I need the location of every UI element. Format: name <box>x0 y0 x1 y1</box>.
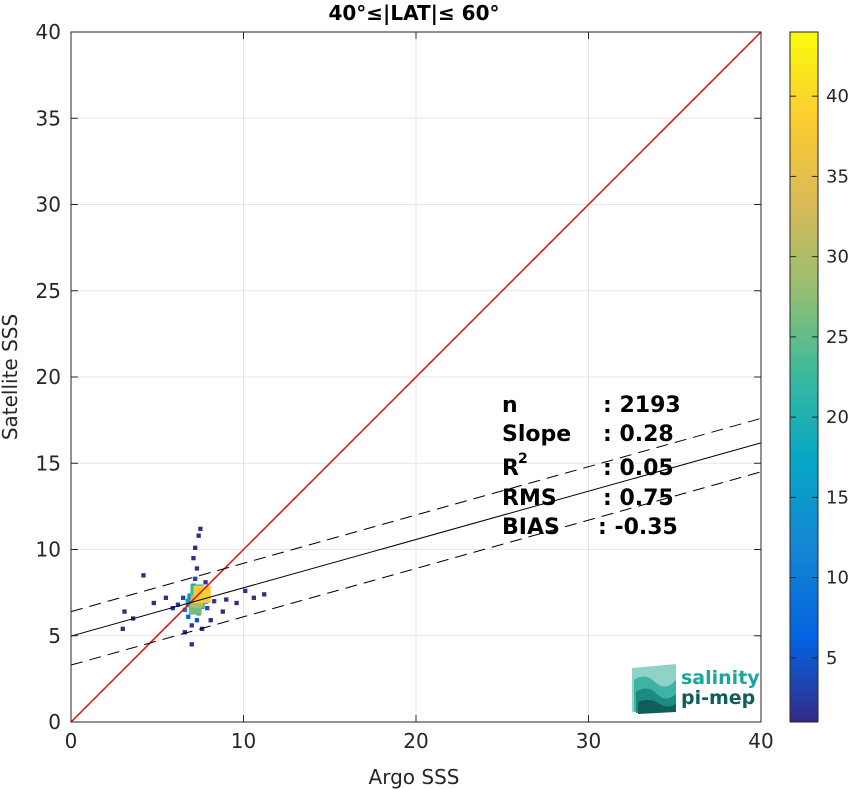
x-tick-label: 10 <box>231 729 256 753</box>
density-cell <box>141 573 146 578</box>
density-cell <box>120 626 125 632</box>
density-cell <box>151 600 156 606</box>
density-cell <box>251 595 257 600</box>
stat-n-value: : 2193 <box>603 393 681 418</box>
x-axis-title: Argo SSS <box>369 765 460 789</box>
density-cell <box>208 618 213 623</box>
x-tick-label: 0 <box>65 729 78 753</box>
stat-r2-label: R <box>502 456 519 481</box>
colorbar-tick-label: 20 <box>826 407 849 428</box>
colorbar-tick-label: 25 <box>826 327 849 348</box>
x-tick-label: 30 <box>576 729 601 753</box>
density-cell <box>198 526 203 531</box>
stat-slope-value: : 0.28 <box>603 422 674 447</box>
colorbar-gradient <box>789 31 819 723</box>
density-cell <box>191 555 196 561</box>
stat-bias-value: : -0.35 <box>598 515 678 540</box>
density-cell <box>243 588 248 594</box>
density-cell <box>182 607 188 613</box>
density-cell <box>193 576 198 581</box>
density-cell <box>175 602 181 607</box>
y-tick-label: 30 <box>36 193 61 217</box>
stat-n-label: n <box>502 393 518 418</box>
colorbar-tick-label: 10 <box>826 568 849 589</box>
stat-rms-label: RMS <box>502 486 557 511</box>
density-cell <box>170 605 175 611</box>
y-tick-label: 35 <box>36 106 61 130</box>
y-tick-label: 40 <box>36 20 61 44</box>
y-tick-label: 10 <box>36 538 61 562</box>
identity-line <box>71 32 761 722</box>
density-cell <box>189 642 194 647</box>
fit-upper-bound <box>71 417 761 613</box>
x-tick-label: 40 <box>748 729 773 753</box>
wave-logo-icon <box>632 664 676 714</box>
axis-ticks: 0 10 20 30 40 0 5 10 15 20 25 30 35 40 <box>36 20 774 753</box>
stat-r2-sup: 2 <box>518 451 528 467</box>
y-tick-label: 15 <box>36 451 61 475</box>
density-cell <box>212 599 217 604</box>
density-cell <box>220 609 225 614</box>
colorbar-tick-label: 40 <box>826 86 849 107</box>
colorbar-ticks: 5 10 15 20 25 30 35 40 <box>790 86 849 669</box>
colorbar-tick-label: 30 <box>826 247 849 268</box>
density-cell <box>234 600 239 606</box>
y-tick-label: 25 <box>36 279 61 303</box>
colorbar-tick-label: 5 <box>826 648 837 669</box>
stats-box: n : 2193 Slope : 0.28 R 2 : 0.05 RMS : 0… <box>502 393 681 540</box>
density-cell <box>193 545 198 550</box>
density-cell <box>203 580 208 585</box>
density-cell <box>194 618 200 623</box>
stat-r2-value: : 0.05 <box>603 456 674 481</box>
chart-title: 40°≤|LAT|≤ 60° <box>328 1 499 25</box>
fit-lines <box>71 32 761 722</box>
colorbar-tick-label: 15 <box>826 487 849 508</box>
colorbar-tick-label: 35 <box>826 166 849 187</box>
density-cell <box>189 623 194 628</box>
x-tick-label: 20 <box>403 729 428 753</box>
stat-bias-label: BIAS <box>502 515 560 540</box>
colorbar: 5 10 15 20 25 30 35 40 <box>789 31 849 723</box>
density-cell <box>163 595 169 600</box>
density-cell <box>180 595 186 600</box>
fit-line <box>71 442 761 637</box>
y-axis-title: Satellite SSS <box>0 314 22 440</box>
y-tick-label: 20 <box>36 365 61 389</box>
density-cell <box>122 609 127 614</box>
stat-slope-label: Slope <box>502 422 571 447</box>
density-cells <box>120 526 267 647</box>
density-cell <box>262 592 267 597</box>
y-tick-label: 0 <box>48 710 61 734</box>
fit-lower-bound <box>71 471 761 666</box>
salinity-pi-mep-logo: salinity pi-mep <box>632 664 760 714</box>
logo-line1: salinity <box>681 667 760 689</box>
y-tick-label: 5 <box>48 624 61 648</box>
density-cell <box>224 597 229 602</box>
density-cell <box>194 566 200 571</box>
density-cell <box>205 605 210 611</box>
density-cell <box>186 614 191 619</box>
density-cell <box>182 630 188 635</box>
logo-line2: pi-mep <box>681 687 755 709</box>
density-cell <box>193 585 211 603</box>
stat-rms-value: : 0.75 <box>603 486 674 511</box>
density-cell <box>196 533 201 538</box>
